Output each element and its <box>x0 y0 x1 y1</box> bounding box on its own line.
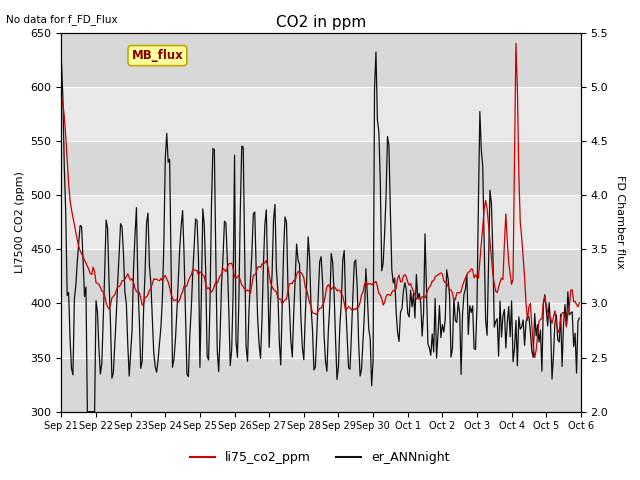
Y-axis label: LI7500 CO2 (ppm): LI7500 CO2 (ppm) <box>15 171 25 273</box>
Bar <box>61 303 581 358</box>
Legend: li75_co2_ppm, er_ANNnight: li75_co2_ppm, er_ANNnight <box>186 446 454 469</box>
Text: MB_flux: MB_flux <box>132 49 183 62</box>
Title: CO2 in ppm: CO2 in ppm <box>276 15 366 30</box>
Bar <box>61 195 581 249</box>
Bar <box>61 87 581 141</box>
Y-axis label: FD Chamber flux: FD Chamber flux <box>615 175 625 269</box>
Text: No data for f_FD_Flux: No data for f_FD_Flux <box>6 14 118 25</box>
